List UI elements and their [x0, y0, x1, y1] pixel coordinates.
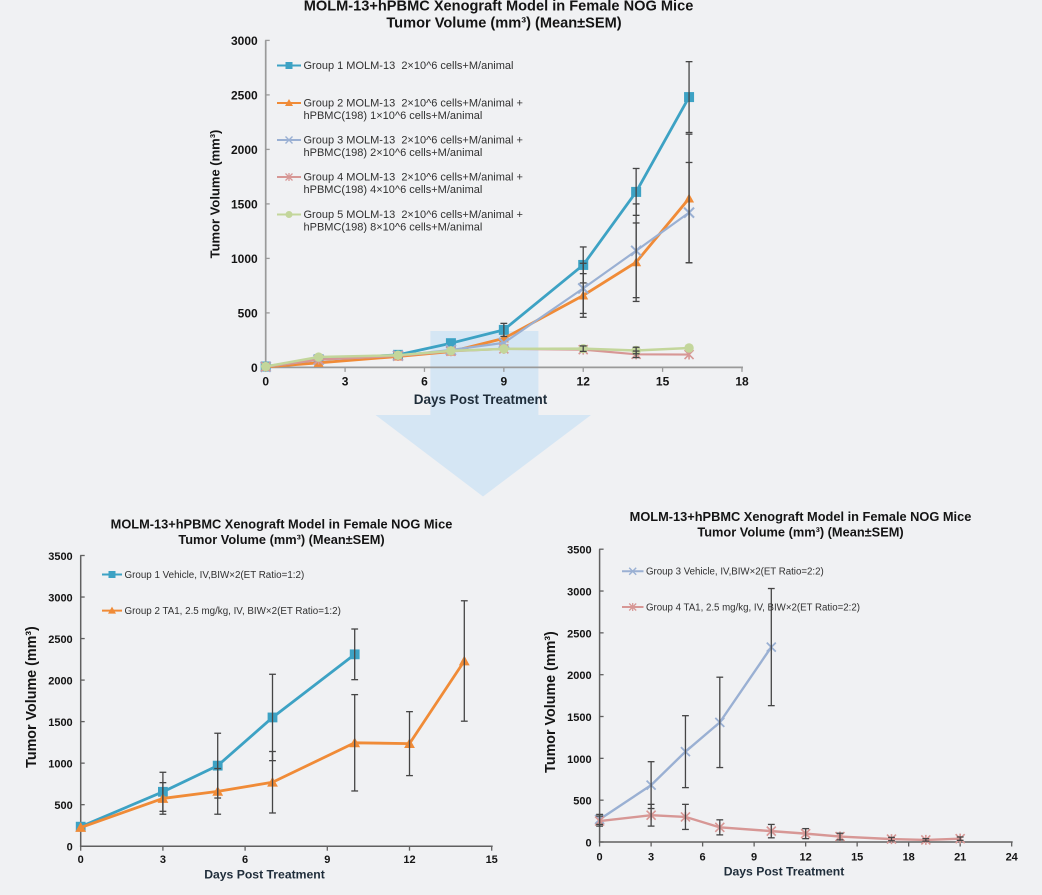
svg-text:MOLM-13+hPBMC Xenograft Model: MOLM-13+hPBMC Xenograft Model in Female … [111, 517, 453, 532]
svg-text:Tumor Volume (mm³): Tumor Volume (mm³) [208, 130, 223, 259]
svg-text:Days Post Treatment: Days Post Treatment [724, 865, 845, 879]
svg-text:Group 1 Vehicle, IV,BIW×2(ET R: Group 1 Vehicle, IV,BIW×2(ET Ratio=1:2) [125, 570, 305, 581]
svg-text:Days Post Treatment: Days Post Treatment [414, 392, 548, 407]
svg-text:2000: 2000 [48, 676, 72, 688]
svg-text:hPBMC(198) 8×10^6 cells+M/anim: hPBMC(198) 8×10^6 cells+M/animal [304, 222, 483, 234]
svg-text:1000: 1000 [231, 252, 258, 266]
svg-text:15: 15 [486, 854, 498, 866]
svg-text:Group 1 MOLM-13 2×10^6 cells+: Group 1 MOLM-13 2×10^6 cells+M/animal [304, 60, 514, 72]
svg-text:Tumor Volume (mm³): Tumor Volume (mm³) [24, 626, 40, 768]
svg-text:Tumor Volume (mm³) (Mean±SEM): Tumor Volume (mm³) (Mean±SEM) [178, 532, 384, 547]
svg-text:hPBMC(198) 1×10^6 cells+M/anim: hPBMC(198) 1×10^6 cells+M/animal [304, 110, 483, 122]
svg-text:3000: 3000 [567, 587, 591, 599]
svg-text:Tumor Volume (mm³) (Mean±SEM): Tumor Volume (mm³) (Mean±SEM) [697, 525, 903, 540]
svg-text:1500: 1500 [48, 717, 72, 729]
svg-text:9: 9 [500, 375, 507, 389]
svg-text:3: 3 [648, 851, 654, 863]
svg-text:1000: 1000 [567, 754, 591, 766]
svg-text:MOLM-13+hPBMC Xenograft Model: MOLM-13+hPBMC Xenograft Model in Female … [304, 0, 694, 15]
svg-text:6: 6 [242, 854, 248, 866]
svg-text:hPBMC(198) 2×10^6 cells+M/anim: hPBMC(198) 2×10^6 cells+M/animal [304, 147, 483, 159]
svg-text:2000: 2000 [231, 143, 258, 157]
svg-text:2500: 2500 [567, 628, 591, 640]
svg-text:Group 3 MOLM-13 2×10^6 cells+: Group 3 MOLM-13 2×10^6 cells+M/animal + [304, 135, 523, 147]
svg-text:2500: 2500 [48, 634, 72, 646]
svg-text:6: 6 [700, 851, 706, 863]
svg-text:3500: 3500 [48, 551, 72, 563]
svg-text:2000: 2000 [567, 670, 591, 682]
svg-text:24: 24 [1006, 851, 1019, 863]
svg-text:Group 5 MOLM-13 2×10^6 cells+: Group 5 MOLM-13 2×10^6 cells+M/animal + [304, 209, 523, 221]
svg-text:12: 12 [577, 375, 591, 389]
svg-text:MOLM-13+hPBMC Xenograft Model: MOLM-13+hPBMC Xenograft Model in Female … [630, 509, 972, 524]
svg-text:Group 2 MOLM-13 2×10^6 cells+: Group 2 MOLM-13 2×10^6 cells+M/animal + [304, 98, 523, 110]
svg-text:0: 0 [67, 842, 73, 854]
svg-text:Days Post Treatment: Days Post Treatment [204, 868, 325, 882]
svg-text:2500: 2500 [231, 88, 258, 102]
svg-text:Group 4 MOLM-13 2×10^6 cells+: Group 4 MOLM-13 2×10^6 cells+M/animal + [304, 172, 523, 184]
svg-text:9: 9 [751, 851, 757, 863]
svg-text:18: 18 [903, 851, 915, 863]
svg-text:0: 0 [251, 361, 258, 375]
svg-text:9: 9 [324, 854, 330, 866]
svg-text:1000: 1000 [48, 759, 72, 771]
svg-text:Group 4 TA1, 2.5 mg/kg, IV, BI: Group 4 TA1, 2.5 mg/kg, IV, BIW×2(ET Rat… [646, 602, 860, 613]
svg-text:0: 0 [585, 838, 591, 850]
svg-text:500: 500 [54, 800, 72, 812]
svg-text:21: 21 [954, 851, 966, 863]
svg-text:Tumor Volume (mm³) (Mean±SEM): Tumor Volume (mm³) (Mean±SEM) [386, 15, 621, 31]
svg-text:18: 18 [735, 375, 749, 389]
svg-text:0: 0 [597, 851, 603, 863]
svg-text:Tumor Volume (mm³): Tumor Volume (mm³) [543, 631, 559, 773]
svg-text:3: 3 [342, 375, 349, 389]
svg-text:3000: 3000 [48, 593, 72, 605]
svg-text:12: 12 [799, 851, 811, 863]
svg-text:hPBMC(198) 4×10^6 cells+M/anim: hPBMC(198) 4×10^6 cells+M/animal [304, 184, 483, 196]
svg-text:15: 15 [851, 851, 863, 863]
svg-text:500: 500 [238, 306, 258, 320]
svg-text:Group 3 Vehicle, IV,BIW×2(ET R: Group 3 Vehicle, IV,BIW×2(ET Ratio=2:2) [646, 567, 824, 578]
svg-text:12: 12 [403, 854, 415, 866]
svg-text:0: 0 [78, 854, 84, 866]
svg-text:500: 500 [573, 796, 591, 808]
svg-text:0: 0 [262, 375, 269, 389]
svg-text:1500: 1500 [567, 712, 591, 724]
svg-text:3: 3 [160, 854, 166, 866]
svg-text:6: 6 [421, 375, 428, 389]
svg-text:1500: 1500 [231, 197, 258, 211]
svg-text:Group 2 TA1, 2.5 mg/kg, IV, BI: Group 2 TA1, 2.5 mg/kg, IV, BIW×2(ET Rat… [125, 606, 341, 617]
svg-text:3500: 3500 [567, 545, 591, 557]
svg-text:15: 15 [656, 375, 670, 389]
svg-text:3000: 3000 [231, 34, 258, 48]
